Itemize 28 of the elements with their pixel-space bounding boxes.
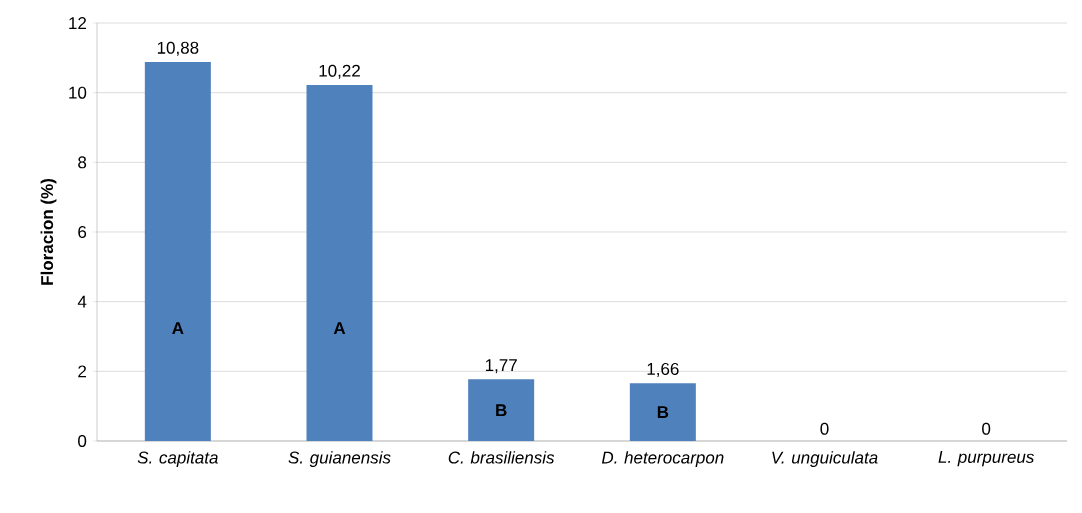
x-tick-label: C. brasiliensis	[448, 451, 555, 464]
bar	[306, 85, 373, 441]
data-label: 1,77	[485, 359, 517, 374]
data-label: 10,88	[157, 41, 199, 56]
y-tick-label: 0	[78, 434, 87, 448]
y-tick-label: 12	[69, 17, 87, 29]
x-tick-label: V. unguiculata	[772, 451, 878, 467]
y-tick-label: 6	[78, 225, 87, 239]
data-label: 0	[820, 422, 829, 435]
y-axis-title: Floracion (%)	[40, 179, 57, 285]
y-tick-label: 4	[77, 295, 87, 308]
bar	[468, 379, 535, 441]
annotation: B	[657, 406, 669, 418]
data-label: 1,66	[647, 362, 679, 377]
y-tick-label: 8	[78, 156, 87, 169]
y-tick-label: 10	[69, 86, 87, 99]
bar	[629, 383, 696, 441]
x-tick-label: S. guianensis	[288, 451, 391, 467]
bar	[144, 62, 211, 441]
y-tick-label: 2	[78, 365, 87, 378]
x-tick-label: D. heterocarpon	[601, 451, 724, 467]
x-tick-label: S. capitata	[137, 451, 218, 467]
annotation: A	[333, 322, 346, 334]
x-tick-label: L. purpureus	[938, 451, 1034, 467]
data-label: 10,22	[319, 64, 360, 79]
data-label: 0	[982, 422, 991, 435]
annotation: B	[496, 404, 507, 417]
annotation: A	[172, 322, 184, 334]
